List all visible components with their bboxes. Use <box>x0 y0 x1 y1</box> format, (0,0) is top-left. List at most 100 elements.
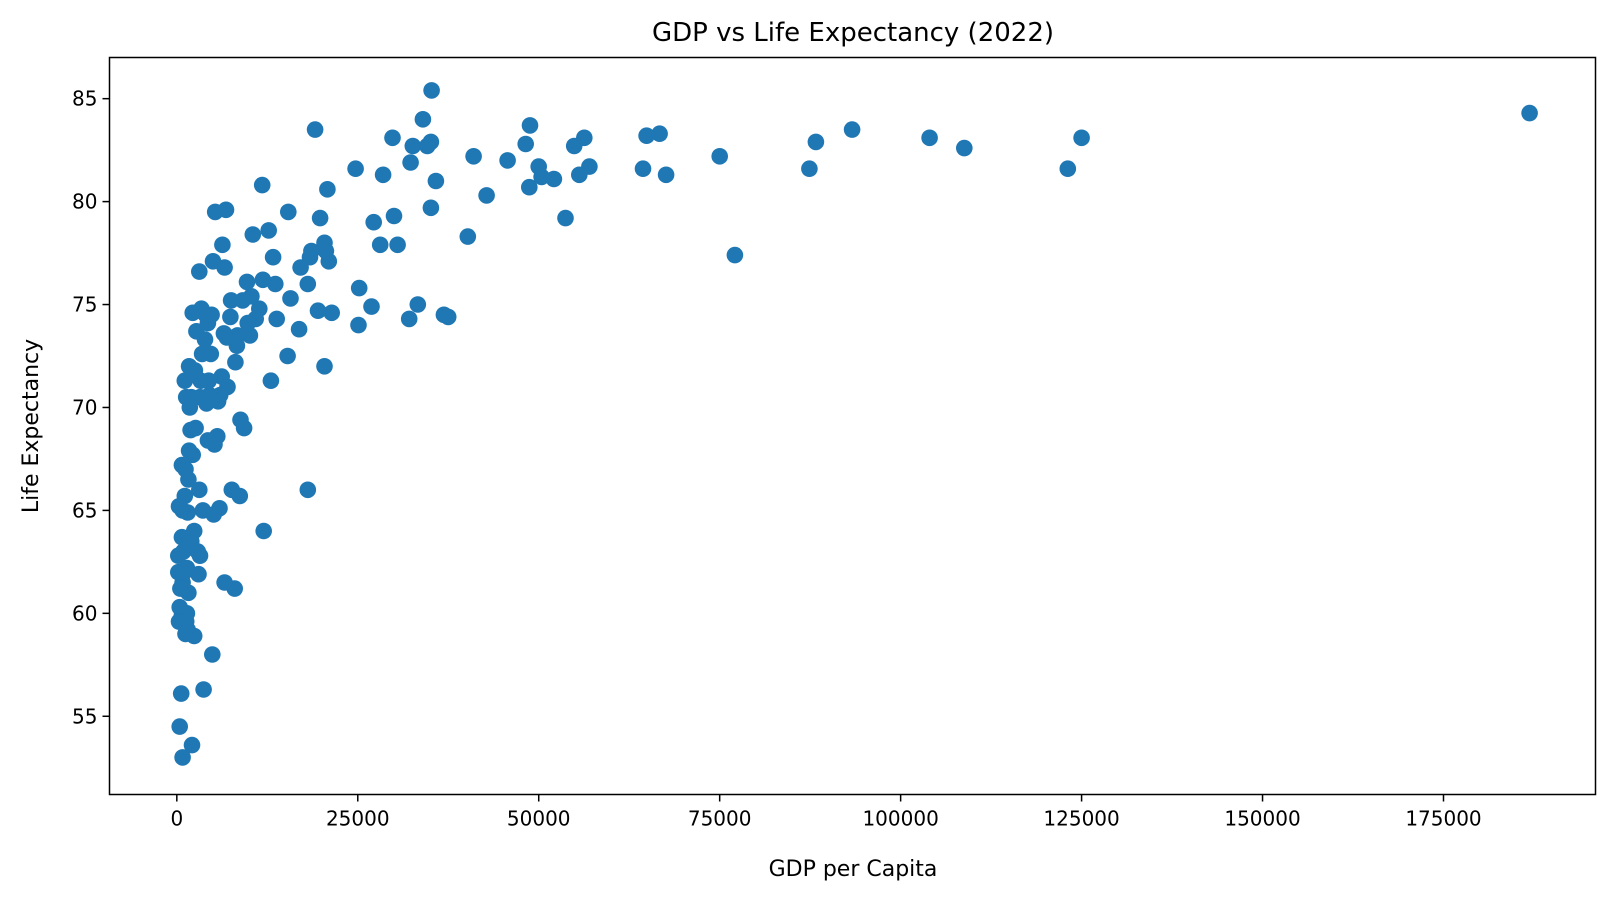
data-point <box>459 228 477 245</box>
data-point <box>180 358 198 375</box>
data-point <box>268 310 286 328</box>
data-point <box>323 304 341 322</box>
data-point <box>214 236 231 254</box>
data-point <box>565 137 583 155</box>
x-tick-label: 175000 <box>1405 807 1481 831</box>
data-point <box>222 308 239 326</box>
data-point <box>571 166 588 184</box>
x-tick-label: 0 <box>170 807 183 831</box>
data-point <box>638 127 655 144</box>
data-point <box>319 181 336 198</box>
data-point <box>423 82 440 99</box>
data-point <box>290 320 308 338</box>
data-point <box>206 203 224 221</box>
data-point <box>253 176 271 194</box>
data-point <box>255 522 272 540</box>
data-point <box>521 117 539 134</box>
data-point <box>222 292 240 309</box>
data-point <box>1521 104 1538 122</box>
y-tick-label: 75 <box>72 293 97 317</box>
data-point <box>389 236 406 254</box>
data-point <box>402 154 419 171</box>
data-point <box>435 306 453 324</box>
data-point <box>239 314 256 332</box>
data-point <box>316 234 333 252</box>
y-tick-label: 60 <box>72 601 97 625</box>
data-point <box>363 298 380 315</box>
data-point <box>204 252 222 270</box>
data-point <box>422 199 440 217</box>
x-tick-label: 25000 <box>326 807 390 831</box>
data-point <box>419 137 436 155</box>
data-point <box>545 170 563 188</box>
x-axis-ticks: 0 25000 50000 75000 100000 125000 150000 175000 <box>170 794 1482 831</box>
data-point <box>299 481 317 499</box>
data-point <box>801 160 818 177</box>
y-axis-ticks: 55 60 65 70 75 80 85 <box>72 87 110 728</box>
data-point <box>427 172 445 190</box>
x-tick-label: 75000 <box>688 807 752 831</box>
data-point <box>177 388 195 406</box>
y-tick-label: 70 <box>72 395 97 419</box>
y-tick-label: 80 <box>72 190 97 214</box>
data-point <box>241 327 259 344</box>
data-point <box>191 481 208 499</box>
y-tick-label: 65 <box>72 498 97 522</box>
data-point <box>365 213 383 231</box>
y-tick-label: 85 <box>72 87 97 111</box>
data-point <box>306 121 324 138</box>
data-point <box>171 718 188 735</box>
y-tick-label: 55 <box>72 704 97 728</box>
x-tick-label: 125000 <box>1043 807 1119 831</box>
data-point <box>180 442 198 460</box>
data-point <box>170 563 187 581</box>
data-point <box>234 292 251 309</box>
data-point <box>557 209 574 227</box>
data-point <box>172 685 190 702</box>
data-point <box>309 302 327 320</box>
data-point <box>170 547 187 564</box>
data-point <box>173 528 191 546</box>
data-point <box>171 598 188 616</box>
data-point <box>238 273 256 291</box>
data-point <box>215 325 233 342</box>
data-point <box>172 580 189 597</box>
data-point <box>1073 129 1090 147</box>
data-point <box>194 502 212 519</box>
data-point <box>174 749 191 766</box>
data-point <box>404 137 422 155</box>
data-point <box>400 310 418 328</box>
data-point <box>262 372 280 390</box>
data-point <box>191 263 208 280</box>
data-point <box>213 368 230 385</box>
data-point <box>316 358 333 375</box>
x-tick-label: 100000 <box>862 807 938 831</box>
data-point <box>530 158 547 175</box>
data-point <box>170 498 188 515</box>
data-point <box>350 316 367 334</box>
data-point <box>385 207 403 225</box>
data-point <box>371 236 389 254</box>
data-point <box>843 121 861 138</box>
data-point <box>726 246 744 264</box>
data-point <box>711 148 728 165</box>
data-point <box>409 296 427 313</box>
data-point <box>384 129 401 147</box>
data-point <box>199 432 217 449</box>
data-point <box>176 372 194 390</box>
x-tick-label: 150000 <box>1224 807 1300 831</box>
data-point <box>223 481 241 499</box>
x-tick-label: 50000 <box>507 807 571 831</box>
data-point <box>350 279 368 297</box>
data-point <box>188 323 205 340</box>
data-point <box>1059 160 1077 177</box>
plot-frame <box>108 56 1597 796</box>
data-point <box>657 166 675 184</box>
data-point <box>195 681 212 698</box>
y-axis-label: Life Expectancy <box>19 339 44 513</box>
data-point <box>299 275 317 293</box>
data-point <box>183 736 201 754</box>
data-point <box>651 125 668 142</box>
